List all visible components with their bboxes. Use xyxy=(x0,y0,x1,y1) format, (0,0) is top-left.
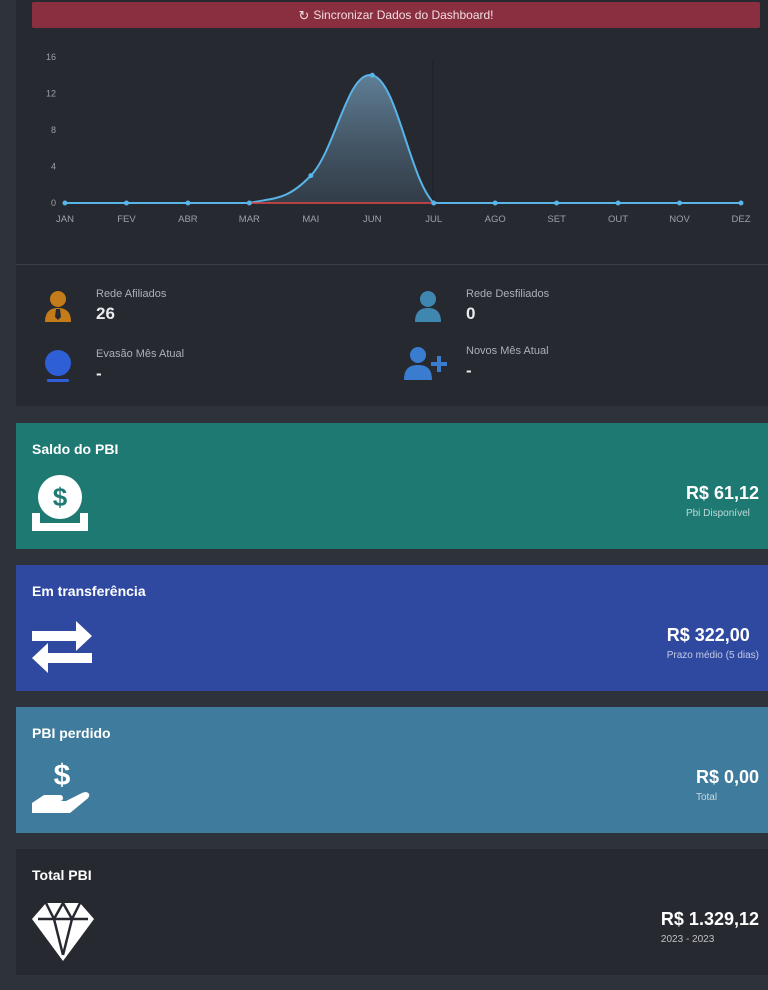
divider xyxy=(16,264,768,265)
x-tick-label: AGO xyxy=(485,214,506,225)
card-em-transferencia: Em transferência R$ 322,00 Prazo médio (… xyxy=(16,565,768,691)
x-tick-label: OUT xyxy=(608,214,628,225)
sync-button-label: Sincronizar Dados do Dashboard! xyxy=(313,8,494,22)
monthly-area-chart: 0 4 8 12 16 JAN FEV ABR MAR MAI JUN JUL AGO SET OUT NO… xyxy=(46,52,751,225)
data-point[interactable] xyxy=(308,173,314,179)
data-point[interactable] xyxy=(123,200,129,206)
stat-value: 26 xyxy=(96,304,115,323)
stat-label: Rede Desfiliados xyxy=(466,288,550,300)
data-point[interactable] xyxy=(554,200,560,206)
data-point[interactable] xyxy=(62,200,68,206)
data-point[interactable] xyxy=(738,200,744,206)
sync-dashboard-button[interactable]: ↻ Sincronizar Dados do Dashboard! xyxy=(32,2,760,28)
user-minus-icon xyxy=(38,346,78,386)
card-title: PBI perdido xyxy=(32,725,111,741)
user-tie-icon xyxy=(38,286,78,326)
x-tick-label: JAN xyxy=(56,214,74,225)
card-title: Saldo do PBI xyxy=(32,441,119,457)
card-caption: Total xyxy=(695,792,718,803)
data-point[interactable] xyxy=(431,200,437,206)
stat-novos: Novos Mês Atual - xyxy=(402,343,549,383)
stat-value: - xyxy=(96,364,102,383)
y-tick-label: 12 xyxy=(46,89,56,99)
diamond-icon xyxy=(30,899,94,963)
stat-rede-desfiliados: Rede Desfiliados 0 xyxy=(408,286,549,326)
card-caption: 2023 - 2023 xyxy=(660,934,715,945)
card-caption: Pbi Disponível xyxy=(685,508,750,519)
x-tick-label: JUL xyxy=(425,214,442,225)
y-tick-label: 16 xyxy=(46,52,56,62)
hand-dollar-icon: $ xyxy=(30,757,94,821)
data-point[interactable] xyxy=(615,200,621,206)
y-tick-label: 0 xyxy=(51,198,56,208)
data-point[interactable] xyxy=(492,200,498,206)
card-title: Total PBI xyxy=(32,867,92,883)
card-total-pbi: Total PBI R$ 1.329,12 2023 - 2023 xyxy=(16,849,768,975)
card-caption: Prazo médio (5 dias) xyxy=(666,650,759,661)
chart-panel: ↻ Sincronizar Dados do Dashboard! 0 4 8 12 1… xyxy=(16,0,768,406)
stat-label: Evasão Mês Atual xyxy=(96,348,185,360)
y-tick-label: 4 xyxy=(51,162,56,172)
data-point[interactable] xyxy=(369,72,375,78)
card-saldo-pbi: Saldo do PBI $ R$ 61,12 Pbi Disponível xyxy=(16,423,768,549)
stat-value: - xyxy=(466,361,472,380)
money-deposit-icon: $ xyxy=(30,473,94,537)
stat-label: Rede Afiliados xyxy=(96,288,167,300)
card-amount: R$ 1.329,12 xyxy=(660,909,759,929)
x-tick-label: NOV xyxy=(669,214,690,225)
x-tick-label: JUN xyxy=(363,214,382,225)
data-point[interactable] xyxy=(246,200,252,206)
stat-evasao: Evasão Mês Atual - xyxy=(38,346,184,386)
x-tick-label: SET xyxy=(547,214,566,225)
data-point[interactable] xyxy=(185,200,191,206)
card-amount: R$ 61,12 xyxy=(685,483,759,503)
x-tick-label: MAI xyxy=(302,214,319,225)
card-amount: R$ 322,00 xyxy=(666,625,750,645)
card-title: Em transferência xyxy=(32,583,146,599)
stat-value: 0 xyxy=(466,304,476,323)
card-pbi-perdido: PBI perdido $ R$ 0,00 Total xyxy=(16,707,768,833)
series-area xyxy=(65,74,741,204)
user-icon xyxy=(408,286,448,326)
svg-text:$: $ xyxy=(53,482,68,512)
x-tick-label: DEZ xyxy=(732,214,751,225)
stat-label: Novos Mês Atual xyxy=(466,345,549,357)
svg-text:$: $ xyxy=(54,759,71,792)
x-tick-label: FEV xyxy=(117,214,136,225)
stat-rede-afiliados: Rede Afiliados 26 xyxy=(38,286,166,326)
user-plus-icon xyxy=(402,343,450,383)
x-tick-label: MAR xyxy=(239,214,260,225)
data-point[interactable] xyxy=(677,200,683,206)
refresh-icon: ↻ xyxy=(298,7,310,23)
card-amount: R$ 0,00 xyxy=(695,767,759,787)
y-tick-label: 8 xyxy=(51,125,56,135)
x-tick-label: ABR xyxy=(178,214,198,225)
exchange-arrows-icon xyxy=(30,615,94,679)
